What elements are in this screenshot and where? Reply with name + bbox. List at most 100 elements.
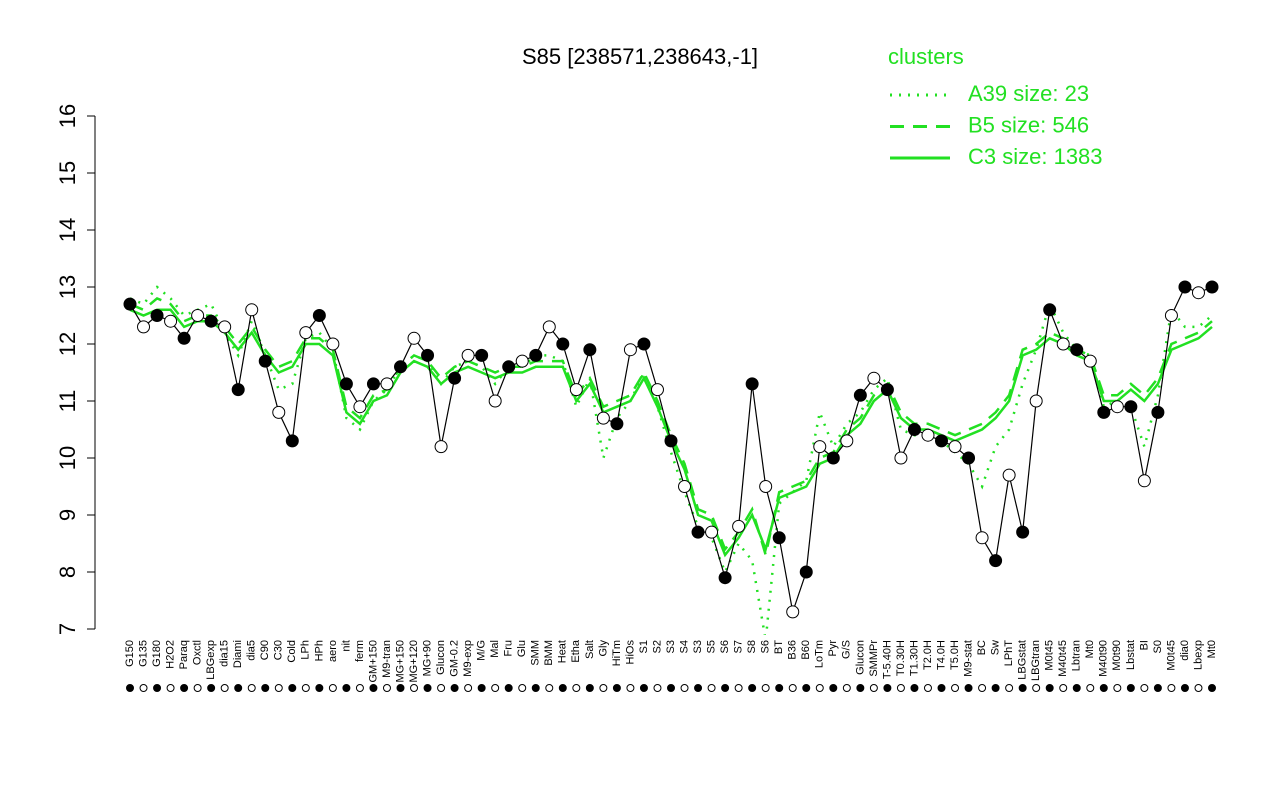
x-tick-label: S4	[678, 640, 690, 653]
category-marker	[1032, 684, 1041, 692]
data-point	[1016, 525, 1030, 539]
category-marker	[477, 684, 486, 692]
x-tick-label: ferm	[354, 640, 366, 662]
data-point	[853, 388, 867, 402]
category-marker	[261, 684, 270, 692]
data-point	[285, 434, 299, 448]
data-point	[1164, 309, 1178, 322]
x-tick-label: S0	[1152, 640, 1164, 653]
x-tick-label: dia0	[1179, 640, 1191, 661]
category-marker	[639, 684, 648, 692]
x-tick-label: T1.30H	[908, 640, 920, 676]
x-tick-label: T0.30H	[895, 640, 907, 676]
category-marker	[153, 684, 162, 692]
category-marker	[1113, 684, 1122, 692]
data-point	[1124, 400, 1138, 414]
category-marker	[355, 684, 364, 692]
cluster-line	[129, 308, 1213, 558]
category-marker	[896, 684, 905, 692]
category-marker	[748, 684, 757, 692]
x-tick-label: Etha	[570, 639, 582, 663]
data-point	[583, 343, 597, 357]
x-tick-label: M0t90	[1111, 640, 1123, 671]
category-marker	[923, 684, 932, 692]
x-tick-label: Heat	[557, 640, 569, 663]
category-marker	[612, 684, 621, 692]
category-marker	[1180, 684, 1189, 692]
category-marker	[166, 684, 175, 692]
legend-title: clusters	[888, 44, 964, 69]
data-point	[272, 405, 286, 419]
category-marker	[410, 684, 419, 692]
data-point	[164, 314, 178, 328]
data-point	[907, 423, 921, 436]
data-point	[515, 354, 529, 368]
category-marker	[1099, 684, 1108, 692]
data-point	[542, 320, 556, 334]
data-point	[150, 309, 164, 322]
x-tick-label: G180	[151, 640, 163, 667]
x-tick-label: LoTm	[814, 640, 826, 668]
x-tick-label: M40t45	[1057, 640, 1069, 677]
x-tick-label: B60	[800, 640, 812, 660]
category-marker	[788, 684, 797, 692]
category-marker	[301, 684, 310, 692]
x-tick-label: S7	[733, 640, 745, 653]
category-marker	[464, 684, 473, 692]
category-marker	[315, 684, 324, 692]
data-point	[556, 337, 570, 351]
x-tick-label: Lbstat	[1125, 640, 1137, 670]
x-tick-label: Salt	[584, 640, 596, 659]
x-tick-label: MG+150	[394, 640, 406, 683]
x-tick-label: S6	[719, 640, 731, 653]
category-marker	[193, 684, 202, 692]
data-point	[718, 571, 732, 585]
x-tick-label: Pyr	[827, 640, 839, 657]
x-tick-label: LBGtran	[1030, 640, 1042, 681]
data-point	[407, 331, 421, 345]
data-point	[461, 348, 475, 362]
x-tick-label: H2O2	[164, 640, 176, 669]
category-marker	[423, 684, 432, 692]
data-point	[380, 377, 394, 391]
x-tick-label: M9-exp	[462, 640, 474, 677]
data-point	[177, 331, 191, 345]
category-marker	[585, 684, 594, 692]
category-marker	[1167, 684, 1176, 692]
x-tick-label: Mt0	[1206, 640, 1218, 658]
x-tick-label: C30	[273, 640, 285, 660]
legend-label: B5 size: 546	[968, 112, 1089, 137]
data-point	[623, 343, 637, 357]
x-tick-label: Mt0	[1084, 640, 1096, 658]
data-point	[353, 400, 367, 414]
data-point	[1110, 400, 1124, 414]
data-point	[935, 434, 948, 448]
data-point	[1056, 337, 1070, 351]
category-marker	[491, 684, 500, 692]
x-tick-label: MG+90	[421, 640, 433, 676]
data-point	[448, 371, 462, 385]
category-marker	[288, 684, 297, 692]
data-point	[732, 519, 746, 533]
category-marker	[396, 684, 405, 692]
data-point	[772, 531, 786, 545]
data-point	[813, 440, 827, 454]
x-tick-label: G135	[137, 640, 149, 667]
x-tick-label: aero	[327, 640, 339, 662]
x-tick-label: T4.0H	[935, 640, 947, 670]
category-marker	[626, 684, 635, 692]
data-point	[962, 451, 976, 465]
category-marker	[1018, 684, 1027, 692]
x-tick-label: Paraq	[178, 640, 190, 669]
y-tick-label: 7	[55, 623, 80, 635]
data-point	[1178, 280, 1192, 294]
y-tick-label: 13	[55, 275, 80, 299]
data-point	[231, 383, 245, 397]
category-marker	[856, 684, 865, 692]
data-point	[339, 377, 353, 391]
data-point	[867, 371, 881, 385]
plot-area	[123, 280, 1219, 635]
x-tick-label: MG+120	[408, 640, 420, 683]
data-point	[637, 337, 651, 351]
data-point	[475, 348, 489, 362]
